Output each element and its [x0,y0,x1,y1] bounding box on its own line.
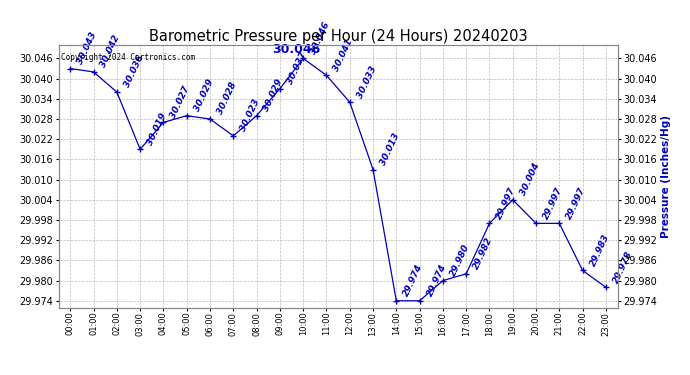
Text: 30.028: 30.028 [215,81,238,116]
Text: 30.023: 30.023 [239,98,262,133]
Text: 30.046: 30.046 [272,43,320,56]
Text: 29.974: 29.974 [425,263,448,298]
Title: Barometric Pressure per Hour (24 Hours) 20240203: Barometric Pressure per Hour (24 Hours) … [149,29,527,44]
Text: 29.983: 29.983 [588,232,611,268]
Text: 30.033: 30.033 [355,64,378,99]
Text: 30.027: 30.027 [169,84,192,120]
Text: 29.997: 29.997 [542,185,564,220]
Text: 29.997: 29.997 [495,185,518,220]
Y-axis label: Pressure (Inches/Hg): Pressure (Inches/Hg) [661,115,671,238]
Text: 30.037: 30.037 [286,51,308,86]
Text: Copyright 2024 Cartronics.com: Copyright 2024 Cartronics.com [61,53,195,62]
Text: 30.043: 30.043 [76,31,99,66]
Text: 30.029: 30.029 [193,78,215,113]
Text: 30.046: 30.046 [308,21,331,56]
Text: 30.029: 30.029 [262,78,285,113]
Text: 30.004: 30.004 [518,162,541,197]
Text: 30.013: 30.013 [379,132,402,167]
Text: 29.974: 29.974 [402,263,424,298]
Text: 30.036: 30.036 [122,54,145,89]
Text: 29.997: 29.997 [565,185,588,220]
Text: 29.978: 29.978 [611,249,634,285]
Text: 29.980: 29.980 [448,243,471,278]
Text: 30.041: 30.041 [332,38,355,72]
Text: 30.042: 30.042 [99,34,122,69]
Text: 30.019: 30.019 [146,111,168,147]
Text: 29.982: 29.982 [472,236,495,271]
